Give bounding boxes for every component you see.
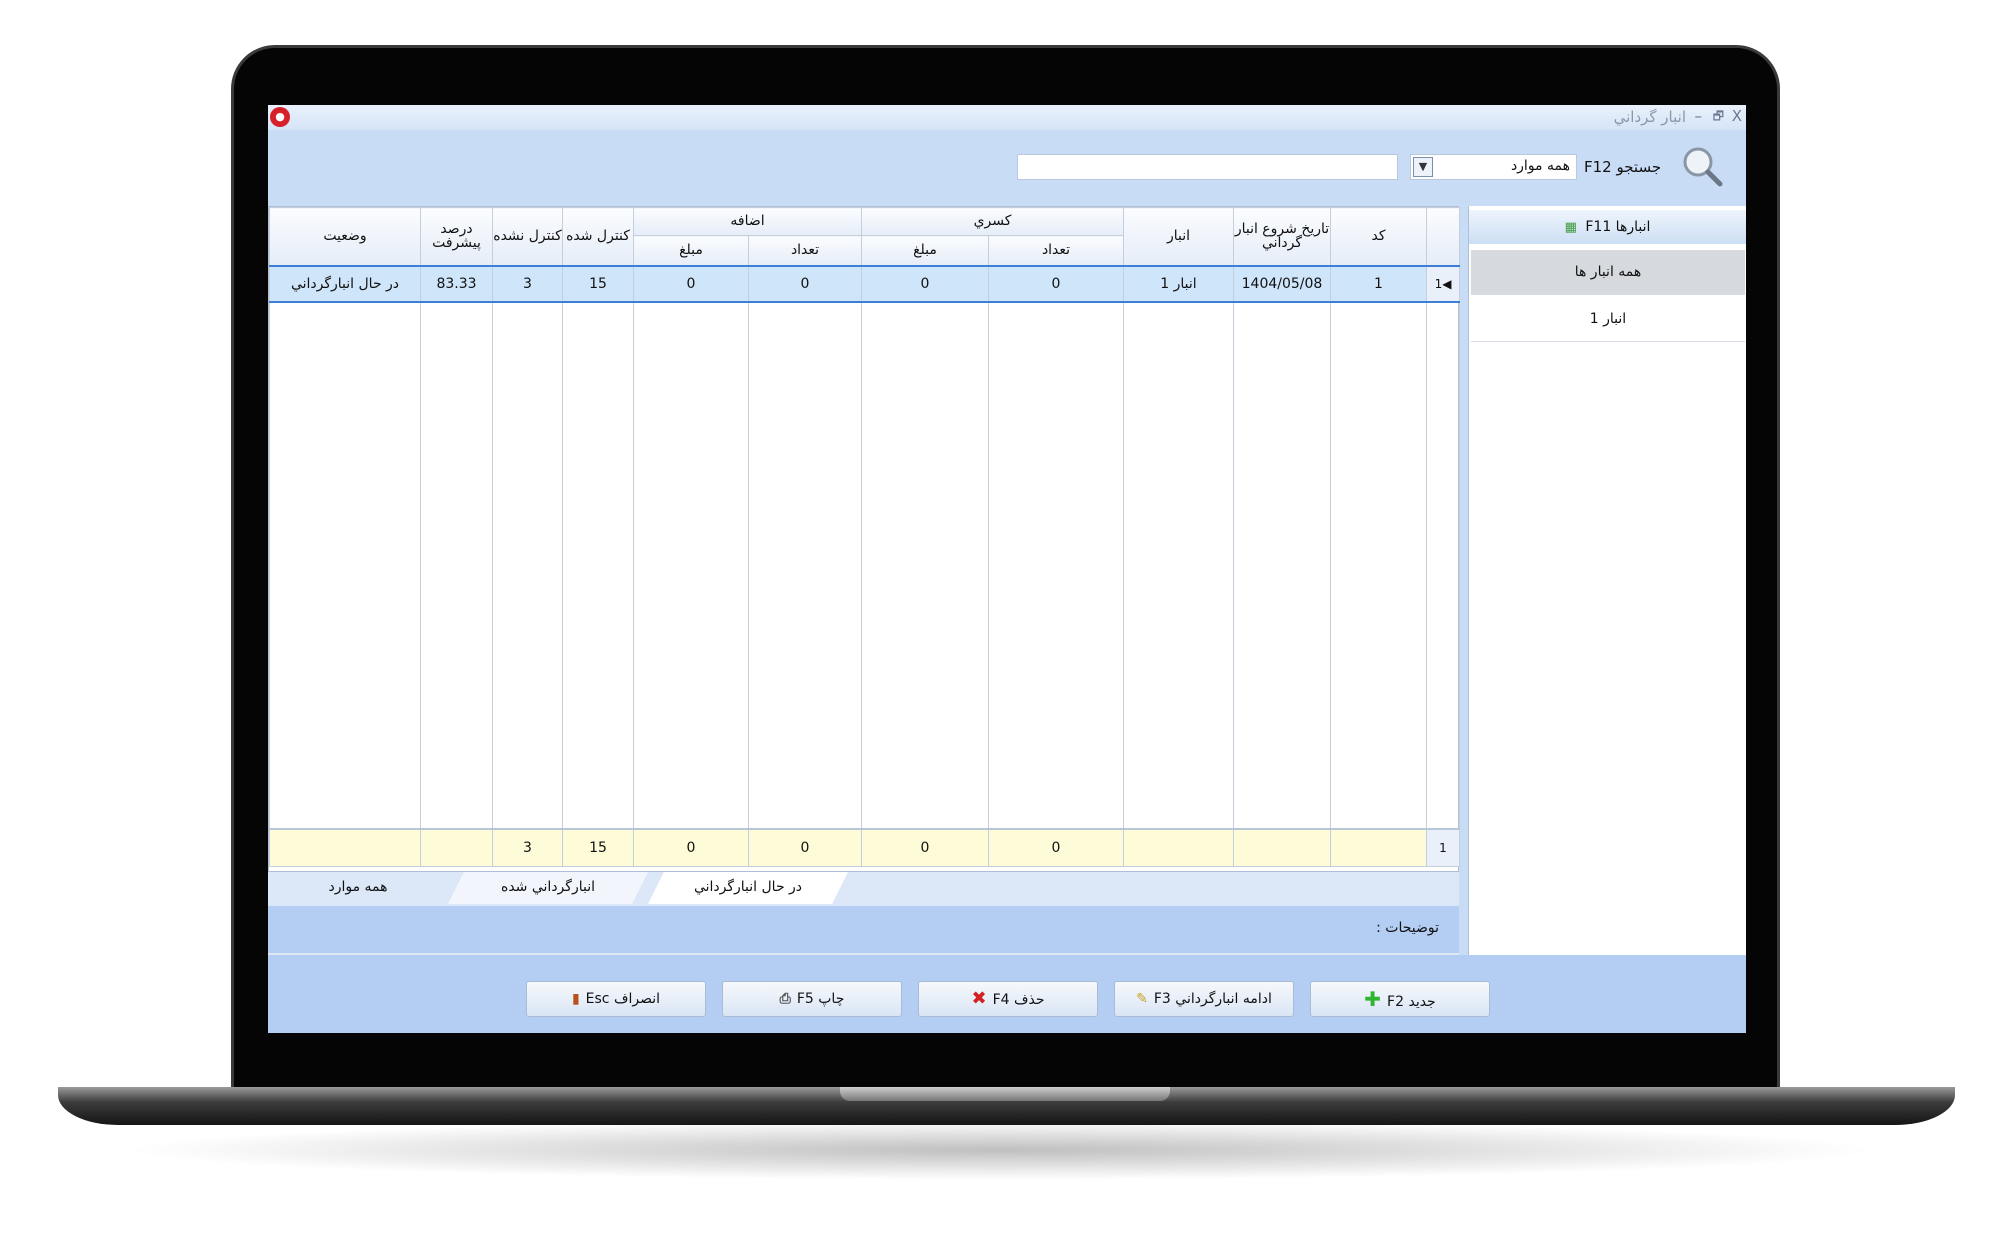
window-title: انبار گرداني xyxy=(1613,108,1686,126)
total-unchecked: 3 xyxy=(492,827,563,867)
total-checked: 15 xyxy=(562,827,634,867)
total-surplus-amount: 0 xyxy=(633,827,749,867)
tab-in-progress[interactable]: در حال انبارگرداني xyxy=(648,872,848,904)
column-header-deficit-count[interactable]: تعداد xyxy=(988,235,1124,266)
continue-stocktaking-button[interactable]: ادامه انبارگرداني F3✎ xyxy=(1114,981,1294,1017)
grid-apps-icon: ▦ xyxy=(1564,220,1577,235)
filter-tabs: در حال انبارگرداني انبارگرداني شده همه م… xyxy=(268,872,1459,906)
new-button[interactable]: جديد F2✚ xyxy=(1310,981,1490,1017)
description-label: توضيحات : xyxy=(1376,920,1439,936)
search-input[interactable] xyxy=(1017,154,1398,180)
laptop-shadow xyxy=(120,1120,1880,1180)
app-logo-icon: ● xyxy=(270,107,290,127)
plus-icon: ✚ xyxy=(1364,987,1382,1011)
action-bar: جديد F2✚ ادامه انبارگرداني F3✎ حذف F4✖ چ… xyxy=(268,955,1746,1033)
restore-button[interactable]: 🗗 xyxy=(1712,109,1724,123)
column-header-code[interactable]: كد xyxy=(1330,207,1427,266)
warehouse-sidebar: انبارها F11 ▦ همه انبار ها انبار 1 xyxy=(1468,206,1746,955)
cell-progress[interactable]: 83.33 xyxy=(420,264,493,303)
column-header-deficit-amount[interactable]: مبلغ xyxy=(861,235,989,266)
column-header-warehouse[interactable]: انبار xyxy=(1123,207,1234,266)
group-header-deficit: كسري xyxy=(861,207,1124,236)
total-deficit-count: 0 xyxy=(988,827,1124,867)
cell-deficit-amount[interactable]: 0 xyxy=(861,264,989,303)
chevron-down-icon[interactable]: ▼ xyxy=(1413,157,1433,177)
totals-indicator: 1 xyxy=(1426,827,1460,867)
exit-door-icon: ▮ xyxy=(571,991,580,1007)
search-bar: همه موارد ▼ جستجو F12 xyxy=(268,130,1746,206)
search-label: جستجو F12 xyxy=(1584,158,1662,176)
cell-surplus-amount[interactable]: 0 xyxy=(633,264,749,303)
tab-all[interactable]: همه موارد xyxy=(328,879,388,895)
cancel-button[interactable]: انصراف Esc▮ xyxy=(526,981,706,1017)
close-button[interactable]: X xyxy=(1731,107,1742,125)
table-row[interactable]: ◀1 1 1404/05/08 انبار 1 0 0 0 0 15 3 83.… xyxy=(269,264,1460,303)
row-indicator-header xyxy=(1426,207,1460,266)
search-scope-value: همه موارد xyxy=(1510,158,1570,174)
cell-unchecked[interactable]: 3 xyxy=(492,264,563,303)
cell-checked[interactable]: 15 xyxy=(562,264,634,303)
group-header-surplus: اضافه xyxy=(633,207,862,236)
printer-icon: ⎙ xyxy=(779,991,791,1007)
minimize-button[interactable]: – xyxy=(1694,107,1703,125)
title-bar: ● انبار گرداني – 🗗 X xyxy=(268,105,1746,130)
cell-start-date[interactable]: 1404/05/08 xyxy=(1233,264,1331,303)
total-deficit-amount: 0 xyxy=(861,827,989,867)
sidebar-item-warehouse-1[interactable]: انبار 1 xyxy=(1471,297,1745,342)
print-button[interactable]: چاپ F5⎙ xyxy=(722,981,902,1017)
column-header-surplus-count[interactable]: تعداد xyxy=(748,235,862,266)
totals-row: 1 0 0 0 0 15 3 xyxy=(269,827,1460,867)
cell-deficit-count[interactable]: 0 xyxy=(988,264,1124,303)
total-surplus-count: 0 xyxy=(748,827,862,867)
cell-code[interactable]: 1 xyxy=(1330,264,1427,303)
empty-area xyxy=(269,301,1460,829)
row-indicator[interactable]: ◀1 xyxy=(1426,264,1460,303)
cell-warehouse[interactable]: انبار 1 xyxy=(1123,264,1234,303)
laptop-notch xyxy=(840,1087,1170,1101)
sidebar-header[interactable]: انبارها F11 ▦ xyxy=(1469,210,1746,244)
cell-status[interactable]: در حال انبارگرداني xyxy=(269,264,421,303)
column-header-unchecked[interactable]: كنترل نشده xyxy=(492,207,563,266)
description-bar: توضيحات : xyxy=(268,906,1459,955)
column-header-checked[interactable]: كنترل شده xyxy=(562,207,634,266)
sidebar-item-all-warehouses[interactable]: همه انبار ها xyxy=(1471,250,1745,295)
column-header-status[interactable]: وضعيت xyxy=(269,207,421,266)
search-icon[interactable] xyxy=(1680,144,1724,188)
column-header-progress[interactable]: درصد پيشرفت xyxy=(420,207,493,266)
pencil-icon: ✎ xyxy=(1136,991,1148,1007)
column-header-start-date[interactable]: تاريخ شروع انبار گرداني xyxy=(1233,207,1331,266)
delete-x-icon: ✖ xyxy=(971,988,987,1009)
delete-button[interactable]: حذف F4✖ xyxy=(918,981,1098,1017)
stocktaking-grid: كد تاريخ شروع انبار گرداني انبار كسري اض… xyxy=(268,206,1460,872)
app-window: ● انبار گرداني – 🗗 X همه موارد ▼ جستجو F… xyxy=(268,105,1746,1033)
search-scope-dropdown[interactable]: همه موارد ▼ xyxy=(1410,154,1577,180)
tab-completed[interactable]: انبارگرداني شده xyxy=(448,872,648,904)
cell-surplus-count[interactable]: 0 xyxy=(748,264,862,303)
column-header-surplus-amount[interactable]: مبلغ xyxy=(633,235,749,266)
sidebar-header-label: انبارها F11 xyxy=(1585,219,1651,235)
